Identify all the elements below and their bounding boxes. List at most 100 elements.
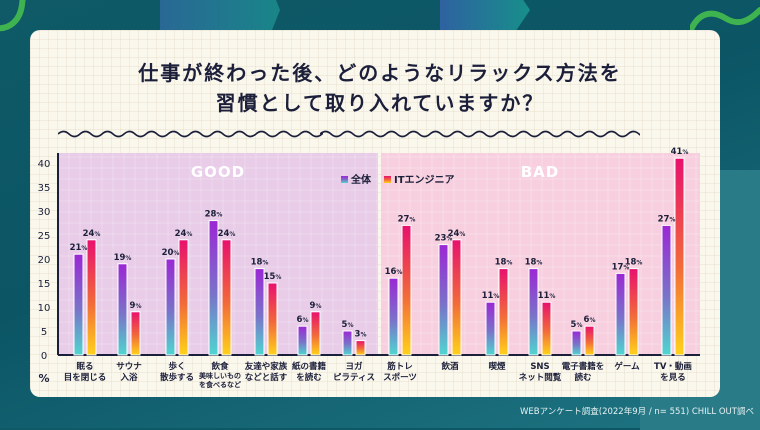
source-footnote: WEBアンケート調査(2022年9月 / n= 551) CHILL OUT調べ (520, 407, 754, 417)
data-label: 24% (83, 229, 101, 239)
data-label: 24% (448, 229, 466, 239)
bar-all (571, 330, 582, 356)
data-label: 41% (671, 147, 689, 157)
x-tick-label: 電子書籍を (562, 361, 605, 372)
data-label: 11% (538, 291, 556, 301)
bar-all (388, 277, 399, 356)
title-wavy-underline-right (320, 130, 640, 138)
bar-it-engineer (355, 340, 366, 356)
x-tick-label: 紙の書籍 (292, 361, 327, 372)
data-label: 28% (205, 210, 223, 220)
wave-path (58, 130, 323, 138)
x-tick-label: を見る (660, 372, 686, 383)
bar-it-engineer (674, 157, 685, 356)
x-tick-label: 入浴 (119, 372, 138, 383)
legend-label-it: ITエンジニア (394, 174, 455, 186)
x-tick-label: 飲食 (210, 361, 229, 372)
y-tick-label: 5 (41, 327, 47, 338)
data-label: 3% (355, 330, 367, 340)
bar-it-engineer (130, 311, 141, 356)
data-label: 18% (625, 258, 643, 268)
bar-it-engineer (86, 239, 97, 356)
bar-all (342, 330, 353, 356)
data-label: 24% (175, 229, 193, 239)
bar-it-engineer (267, 282, 278, 356)
x-tick-label: 美味しいもの (199, 371, 241, 380)
x-tick-label: 眠る (76, 362, 93, 372)
y-tick-label: 25 (38, 231, 51, 242)
bar-all (117, 263, 128, 356)
bar-it-engineer (451, 239, 462, 356)
legend-swatch-it (384, 176, 391, 183)
bad-region (381, 153, 700, 355)
data-label: 18% (525, 258, 543, 268)
data-label: 19% (114, 253, 132, 263)
y-axis-unit: % (38, 372, 49, 385)
data-label: 18% (495, 258, 513, 268)
x-tick-label: TV・動画 (654, 361, 692, 372)
legend-swatch-all (341, 176, 348, 183)
bar-all (208, 220, 219, 356)
x-tick-label: サウナ (116, 362, 142, 372)
data-label: 17% (612, 262, 630, 272)
data-label: 15% (264, 272, 282, 282)
data-label: 5% (571, 320, 583, 330)
x-tick-label: ゲーム (614, 361, 640, 372)
bar-all (254, 268, 265, 356)
x-tick-label: などと話す (245, 372, 288, 383)
data-label: 9% (310, 301, 322, 311)
bar-it-engineer (221, 239, 232, 356)
chart-title-line2: 習慣として取り入れていますか？ (215, 91, 545, 115)
bar-all (661, 224, 672, 356)
x-tick-label: SNS (530, 362, 549, 372)
green-squiggle-top-right (690, 7, 760, 35)
data-label: 24% (218, 229, 236, 239)
bar-all (485, 301, 496, 356)
data-label: 9% (130, 301, 142, 311)
x-tick-label: 読む (574, 372, 592, 383)
data-label: 5% (342, 320, 354, 330)
x-tick-label: ヨガ (345, 361, 363, 372)
x-tick-label: 散歩する (160, 372, 194, 383)
x-tick-label: ネット閲覧 (519, 372, 562, 383)
bar-all (73, 253, 84, 356)
data-label: 27% (398, 214, 416, 224)
y-tick-label: 40 (38, 159, 51, 170)
data-label: 18% (251, 258, 269, 268)
y-tick-label: 0 (41, 351, 47, 362)
data-label: 6% (297, 315, 309, 325)
x-tick-label: 飲酒 (440, 361, 459, 372)
bar-all (297, 325, 308, 356)
background-decoration (440, 0, 530, 30)
bar-it-engineer (584, 325, 595, 356)
bar-all (438, 244, 449, 356)
bar-it-engineer (178, 239, 189, 356)
y-tick-label: 15 (38, 279, 51, 290)
bar-it-engineer (401, 224, 412, 356)
y-tick-label: 30 (38, 207, 51, 218)
x-tick-label: 歩く (168, 361, 185, 372)
bar-it-engineer (310, 311, 321, 356)
wave-path (320, 130, 640, 138)
bar-it-engineer (498, 268, 509, 356)
x-tick-label: スポーツ (383, 372, 417, 383)
data-label: 21% (70, 243, 88, 253)
data-label: 11% (482, 291, 500, 301)
y-tick-label: 35 (38, 183, 51, 194)
x-tick-label: を読む (296, 372, 322, 383)
green-squiggle-top-left (0, 0, 26, 32)
x-tick-label: 目を閉じる (64, 373, 107, 383)
legend-label-all: 全体 (350, 173, 372, 186)
region-label-good: GOOD (191, 163, 245, 181)
x-tick-label: ピラティス (333, 372, 375, 383)
region-label-bad: BAD (521, 163, 560, 181)
data-label: 20% (162, 248, 180, 258)
title-wavy-underline (58, 130, 323, 138)
data-label: 27% (658, 214, 676, 224)
data-label: 23% (435, 234, 453, 244)
bar-all (615, 272, 626, 356)
bar-all (528, 268, 539, 356)
bar-it-engineer (628, 268, 639, 356)
bar-it-engineer (541, 301, 552, 356)
y-tick-label: 20 (38, 255, 51, 266)
